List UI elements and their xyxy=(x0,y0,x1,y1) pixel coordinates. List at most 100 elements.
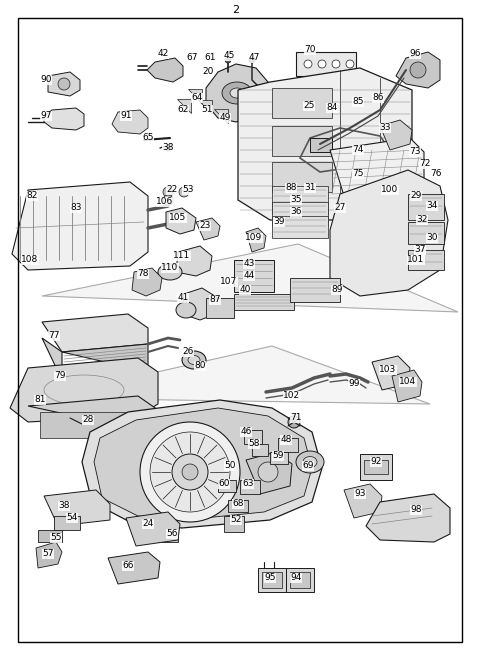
Bar xyxy=(364,460,388,474)
PathPatch shape xyxy=(380,120,412,150)
Text: 66: 66 xyxy=(122,562,134,571)
PathPatch shape xyxy=(42,338,62,380)
Text: 77: 77 xyxy=(48,331,60,340)
Bar xyxy=(290,572,310,588)
PathPatch shape xyxy=(182,288,218,320)
Text: 95: 95 xyxy=(264,573,276,583)
PathPatch shape xyxy=(12,182,148,270)
Text: 43: 43 xyxy=(243,260,255,268)
Bar xyxy=(206,298,234,318)
Ellipse shape xyxy=(188,356,200,365)
Circle shape xyxy=(346,60,354,68)
PathPatch shape xyxy=(10,358,158,422)
Ellipse shape xyxy=(222,82,252,104)
Text: 89: 89 xyxy=(331,285,343,295)
Circle shape xyxy=(318,60,326,68)
Text: 68: 68 xyxy=(232,499,244,508)
PathPatch shape xyxy=(44,490,110,526)
Text: 92: 92 xyxy=(370,457,382,466)
Ellipse shape xyxy=(296,451,324,473)
Text: 60: 60 xyxy=(218,480,230,489)
Text: 41: 41 xyxy=(177,293,189,302)
Text: 63: 63 xyxy=(242,480,254,489)
PathPatch shape xyxy=(147,58,183,82)
Bar xyxy=(228,500,248,512)
Text: 39: 39 xyxy=(273,218,285,226)
Text: 69: 69 xyxy=(302,462,314,470)
Ellipse shape xyxy=(176,302,196,318)
Text: 57: 57 xyxy=(42,550,54,558)
Bar xyxy=(272,162,332,192)
PathPatch shape xyxy=(36,542,62,568)
PathPatch shape xyxy=(42,244,458,312)
Circle shape xyxy=(182,464,198,480)
Circle shape xyxy=(258,462,278,482)
Ellipse shape xyxy=(328,106,344,122)
Bar xyxy=(150,528,178,542)
Text: 46: 46 xyxy=(240,428,252,436)
Text: 110: 110 xyxy=(161,264,179,272)
PathPatch shape xyxy=(392,370,422,402)
Circle shape xyxy=(410,62,426,78)
Text: 84: 84 xyxy=(326,104,338,112)
Bar xyxy=(296,52,356,76)
PathPatch shape xyxy=(246,452,292,494)
Text: 23: 23 xyxy=(199,222,211,230)
Circle shape xyxy=(249,57,255,63)
Text: 40: 40 xyxy=(240,285,251,295)
PathPatch shape xyxy=(112,110,148,134)
Circle shape xyxy=(352,100,360,108)
Bar xyxy=(240,480,260,494)
PathPatch shape xyxy=(48,72,80,96)
Text: 75: 75 xyxy=(352,169,364,178)
Circle shape xyxy=(165,145,171,151)
Text: 97: 97 xyxy=(40,112,52,121)
Text: 27: 27 xyxy=(334,203,346,213)
Circle shape xyxy=(255,85,261,91)
Text: 73: 73 xyxy=(409,148,421,157)
Bar xyxy=(262,572,282,588)
Text: 56: 56 xyxy=(166,529,178,539)
Text: 98: 98 xyxy=(410,506,422,514)
Bar xyxy=(290,278,340,302)
PathPatch shape xyxy=(238,68,412,220)
Circle shape xyxy=(58,78,70,90)
PathPatch shape xyxy=(82,400,322,528)
PathPatch shape xyxy=(28,396,158,434)
Circle shape xyxy=(225,57,231,63)
PathPatch shape xyxy=(176,246,212,276)
PathPatch shape xyxy=(42,314,148,352)
Text: 58: 58 xyxy=(248,440,260,449)
Bar xyxy=(54,516,80,530)
Bar xyxy=(218,480,236,492)
Ellipse shape xyxy=(158,264,182,280)
Text: 54: 54 xyxy=(66,514,78,522)
PathPatch shape xyxy=(196,218,220,240)
Bar xyxy=(360,454,392,480)
Text: 51: 51 xyxy=(201,106,213,115)
Text: 102: 102 xyxy=(283,392,300,401)
PathPatch shape xyxy=(396,52,440,88)
Ellipse shape xyxy=(182,351,206,369)
Text: 24: 24 xyxy=(143,520,154,529)
Text: 108: 108 xyxy=(22,255,38,264)
Text: 80: 80 xyxy=(194,361,206,371)
Text: 106: 106 xyxy=(156,197,174,207)
Text: 59: 59 xyxy=(272,451,284,461)
Text: 42: 42 xyxy=(157,49,168,58)
Text: 76: 76 xyxy=(430,169,442,178)
Bar xyxy=(38,530,62,542)
Circle shape xyxy=(372,96,380,104)
Text: 2: 2 xyxy=(232,5,240,15)
PathPatch shape xyxy=(188,89,202,103)
Text: 104: 104 xyxy=(399,377,417,386)
PathPatch shape xyxy=(198,100,212,114)
Circle shape xyxy=(288,416,300,428)
PathPatch shape xyxy=(372,356,410,390)
Text: 70: 70 xyxy=(304,45,316,54)
Text: 31: 31 xyxy=(304,184,316,192)
Bar xyxy=(234,294,294,310)
Bar xyxy=(244,430,262,444)
Text: 25: 25 xyxy=(303,102,315,110)
Bar xyxy=(234,260,274,292)
